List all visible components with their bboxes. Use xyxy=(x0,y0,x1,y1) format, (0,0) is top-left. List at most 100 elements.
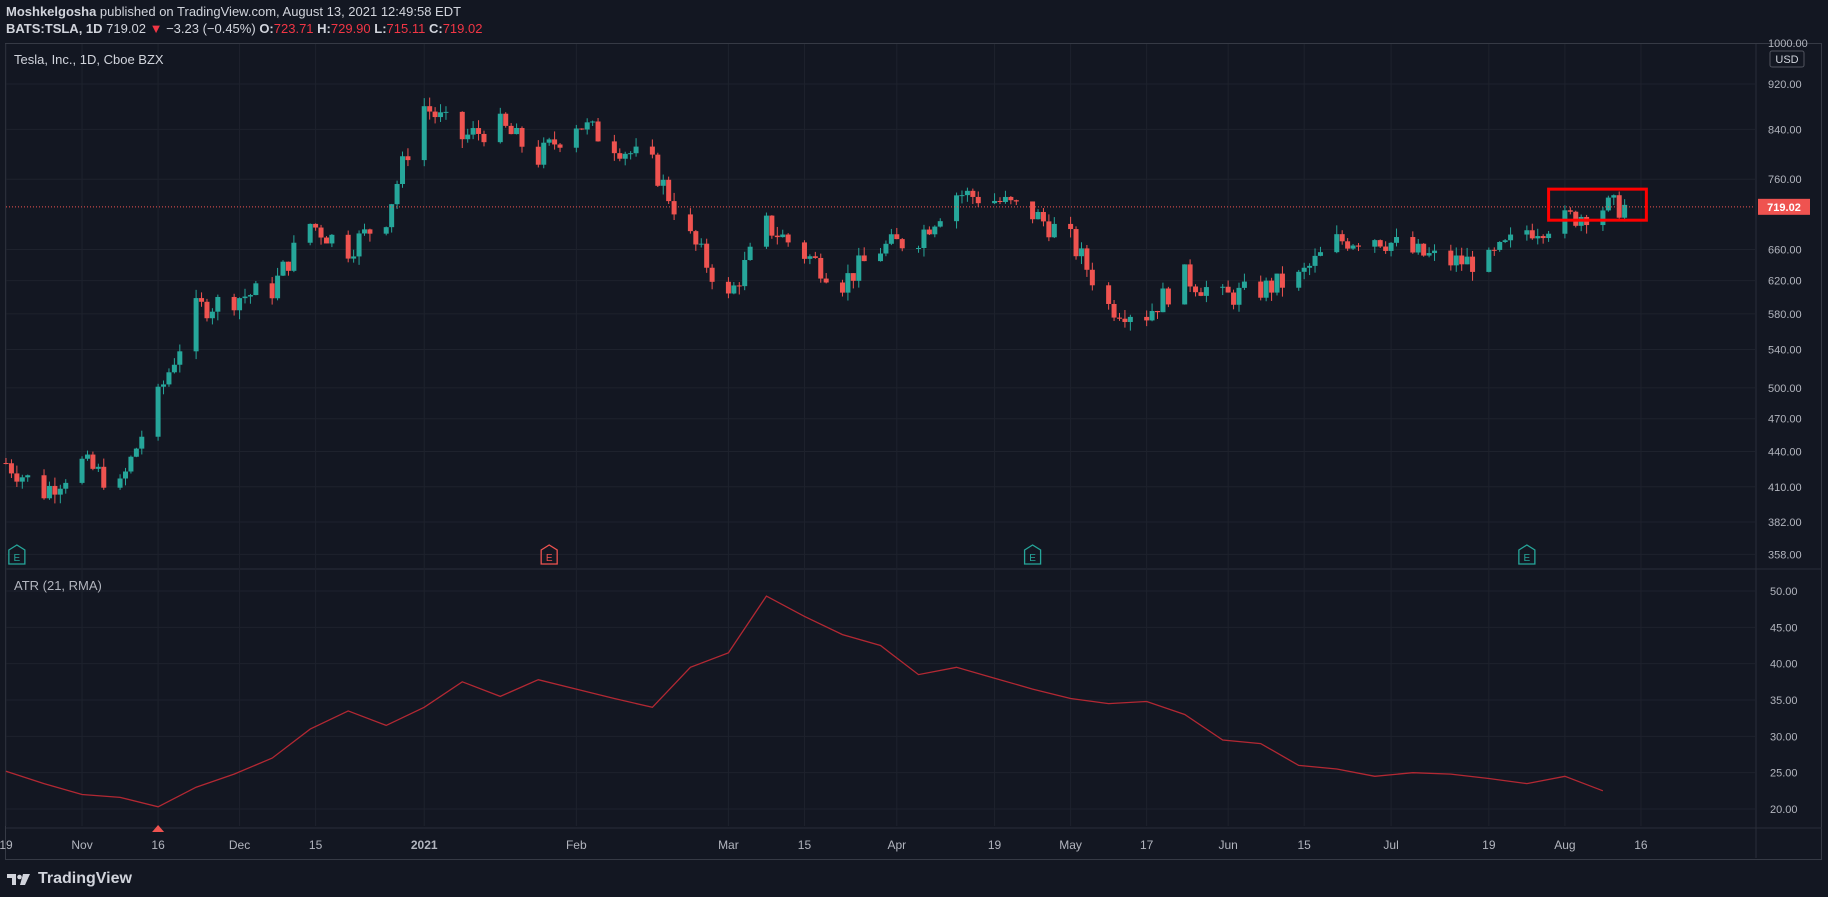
candle-body xyxy=(459,111,465,140)
candle-body xyxy=(1355,245,1361,247)
earnings-marker-icon[interactable] xyxy=(1518,544,1536,565)
candle-body xyxy=(932,226,938,235)
high-value: 729.90 xyxy=(330,21,371,36)
open-label: O: xyxy=(259,21,274,36)
author-name[interactable]: Moshkelgosha xyxy=(6,4,97,19)
time-tick-label: Nov xyxy=(71,838,92,852)
candle-body xyxy=(52,485,58,495)
candle-body xyxy=(807,256,813,259)
candle-body xyxy=(763,215,769,247)
candle-body xyxy=(1546,233,1552,239)
candle-body xyxy=(709,267,715,282)
candle-body xyxy=(361,229,367,234)
price-tick-label: 660.00 xyxy=(1768,245,1802,257)
earnings-marker-icon[interactable] xyxy=(8,544,26,565)
price-tick-label: 500.00 xyxy=(1768,383,1802,395)
candle-body xyxy=(1567,210,1573,212)
atr-tick-label: 30.00 xyxy=(1770,731,1798,743)
price-tick-label: 760.00 xyxy=(1768,174,1802,186)
candle-body xyxy=(780,234,786,238)
candle-body xyxy=(1410,237,1416,253)
candle-body xyxy=(671,201,677,215)
candle-body xyxy=(655,154,661,186)
candle-body xyxy=(1464,256,1470,265)
price-tick-label: 620.00 xyxy=(1768,276,1802,288)
candle-body xyxy=(1051,223,1057,238)
candle-body xyxy=(970,190,976,197)
candle-body xyxy=(209,311,215,319)
candle-body xyxy=(888,234,894,244)
candle-body xyxy=(318,227,324,238)
candle-body xyxy=(1068,223,1074,230)
candle-body xyxy=(367,229,373,234)
tradingview-brand[interactable]: TradingView xyxy=(6,867,132,891)
consolidation-highlight-box[interactable] xyxy=(1547,187,1648,222)
candle-body xyxy=(660,179,666,186)
time-tick-label: 19 xyxy=(1482,838,1496,852)
price-tick-label: 382.00 xyxy=(1768,517,1802,529)
candle-body xyxy=(535,146,541,165)
candle-body xyxy=(1497,241,1503,250)
candle-body xyxy=(1040,211,1046,222)
last-price-label: 719.02 xyxy=(1767,202,1801,214)
candle-body xyxy=(1339,234,1345,242)
time-tick-label: 15 xyxy=(309,838,323,852)
candle-body xyxy=(1263,280,1269,298)
time-tick-label: 16 xyxy=(1634,838,1648,852)
candle-body xyxy=(155,386,161,437)
candle-body xyxy=(1508,234,1514,241)
candle-body xyxy=(1611,195,1617,198)
candle-body xyxy=(617,153,623,159)
price-tick-label: 440.00 xyxy=(1768,447,1802,459)
candle-body xyxy=(861,255,867,262)
candle-body xyxy=(1155,310,1161,313)
candle-body xyxy=(313,223,319,228)
candle-body xyxy=(541,142,547,165)
time-axis-marker-icon xyxy=(152,825,165,832)
down-arrow-icon: ▼ xyxy=(149,21,163,36)
candle-body xyxy=(128,456,134,472)
atr-tick-label: 45.00 xyxy=(1770,622,1798,634)
earnings-marker-label: E xyxy=(1524,553,1531,564)
time-tick-label: May xyxy=(1059,838,1082,852)
time-tick-label: 17 xyxy=(1140,838,1154,852)
candle-body xyxy=(1002,196,1008,203)
candle-body xyxy=(25,475,31,478)
candle-body xyxy=(231,296,237,311)
candle-body xyxy=(845,273,851,293)
candle-body xyxy=(731,285,737,294)
candle-body xyxy=(1448,250,1454,266)
high-label: H: xyxy=(317,21,331,36)
earnings-marker-icon[interactable] xyxy=(540,544,558,565)
candle-body xyxy=(171,364,177,373)
candle-body xyxy=(590,121,596,123)
candle-body xyxy=(649,146,655,155)
candle-body xyxy=(307,223,313,243)
price-tick-label: 470.00 xyxy=(1768,414,1802,426)
candle-body xyxy=(383,227,389,234)
candle-body xyxy=(1236,287,1242,305)
candle-body xyxy=(1616,195,1622,218)
time-tick-label: 15 xyxy=(798,838,812,852)
candle-body xyxy=(329,234,335,244)
time-tick-label: Mar xyxy=(718,838,739,852)
candle-body xyxy=(1432,250,1438,254)
candle-body xyxy=(57,488,63,495)
tradingview-logo-icon xyxy=(7,874,30,885)
candle-body xyxy=(514,128,520,135)
candle-body xyxy=(916,248,922,250)
candle-body xyxy=(812,256,818,258)
candle-body xyxy=(215,296,221,312)
time-tick-label: Apr xyxy=(887,838,906,852)
candle-body xyxy=(1377,240,1383,247)
candle-body xyxy=(1149,310,1155,321)
candle-body xyxy=(774,235,780,238)
candle-body xyxy=(1622,204,1628,218)
candle-body xyxy=(823,278,829,283)
candle-body xyxy=(3,463,9,465)
low-value: 715.11 xyxy=(386,21,426,36)
time-tick-label: Jul xyxy=(1383,838,1398,852)
earnings-marker-icon[interactable] xyxy=(1023,544,1042,565)
price-tick-label: 920.00 xyxy=(1768,79,1802,91)
